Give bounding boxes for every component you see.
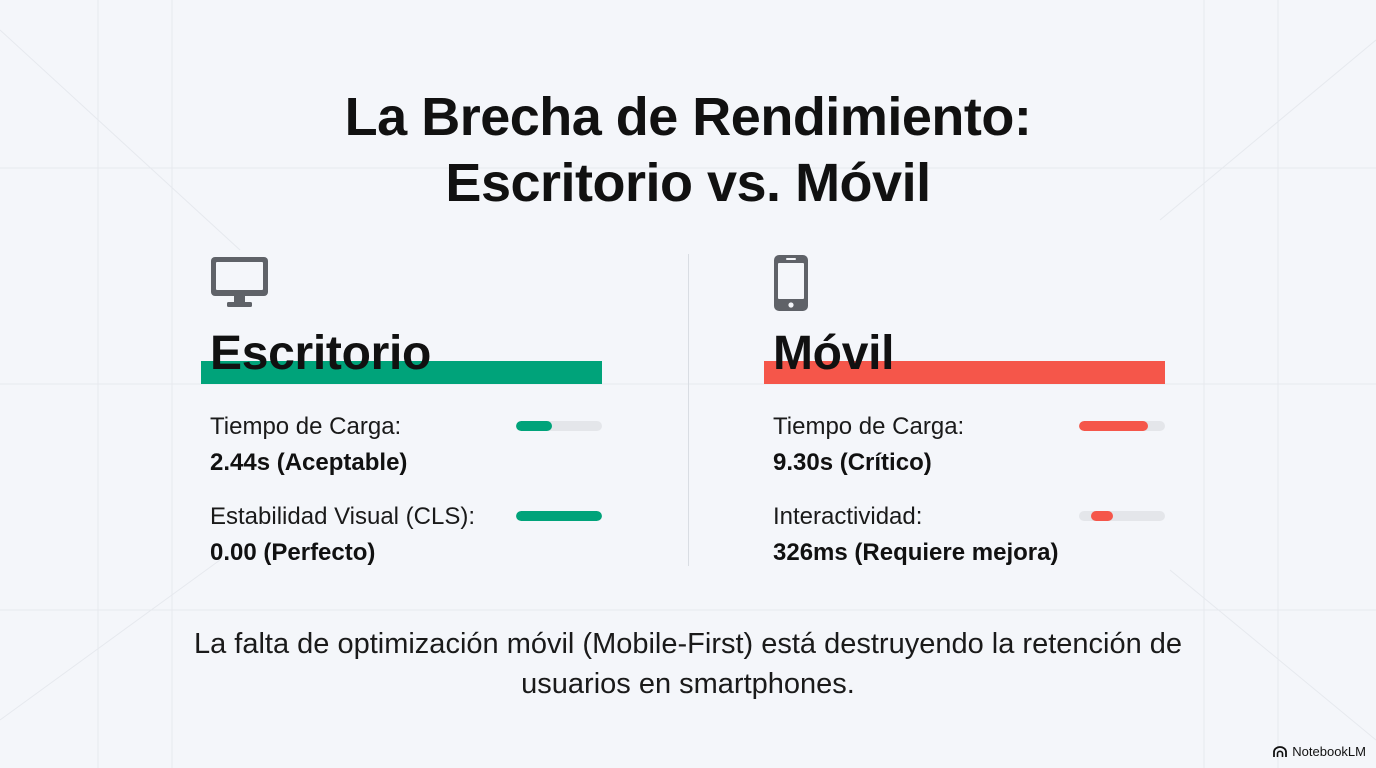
desktop-heading: Escritorio — [210, 327, 432, 380]
desktop-cls-label: Estabilidad Visual (CLS): — [210, 503, 476, 530]
desktop-cls-meter-fill — [516, 511, 602, 521]
mobile-interactivity-meter — [1079, 511, 1165, 521]
brand-label: NotebookLM — [1292, 744, 1366, 759]
mobile-interactivity-label: Interactividad: — [773, 503, 923, 530]
desktop-cls-meter — [516, 511, 602, 521]
mobile-heading-block: Móvil — [764, 326, 1165, 384]
desktop-load-time-value: 2.44s (Aceptable) — [210, 449, 408, 476]
mobile-panel: Móvil Tiempo de Carga: 9.30s (Crítico) I… — [764, 254, 1165, 574]
desktop-panel: Escritorio Tiempo de Carga: 2.44s (Acept… — [201, 254, 602, 574]
mobile-load-time-meter-fill — [1079, 421, 1148, 431]
mobile-interactivity-value: 326ms (Requiere mejora) — [773, 539, 1059, 566]
mobile-heading-bar — [764, 361, 1165, 384]
mobile-load-time-metric: Tiempo de Carga: 9.30s (Crítico) — [773, 412, 1165, 482]
title-line-1: La Brecha de Rendimiento: — [344, 87, 1032, 147]
footer-statement: La falta de optimización móvil (Mobile-F… — [193, 628, 1183, 700]
mobile-load-time-label: Tiempo de Carga: — [773, 413, 965, 440]
desktop-load-time-metric: Tiempo de Carga: 2.44s (Aceptable) — [210, 412, 602, 482]
desktop-heading-block: Escritorio — [201, 326, 602, 384]
slide-title: La Brecha de Rendimiento: Escritorio vs.… — [188, 84, 1188, 216]
notebooklm-logo-icon — [1273, 745, 1288, 757]
desktop-load-time-meter — [516, 421, 602, 431]
mobile-heading: Móvil — [773, 327, 895, 380]
desktop-heading-bar — [201, 361, 602, 384]
mobile-load-time-meter — [1079, 421, 1165, 431]
mobile-interactivity-meter-fill — [1091, 511, 1114, 521]
mobile-load-time-value: 9.30s (Crítico) — [773, 449, 932, 476]
column-divider — [688, 254, 689, 566]
desktop-load-time-label: Tiempo de Carga: — [210, 413, 402, 440]
notebooklm-brand: NotebookLM — [1273, 744, 1366, 759]
desktop-load-time-meter-fill — [516, 421, 553, 431]
mobile-interactivity-metric: Interactividad: 326ms (Requiere mejora) — [773, 502, 1165, 572]
title-line-2: Escritorio vs. Móvil — [445, 153, 931, 213]
desktop-cls-metric: Estabilidad Visual (CLS): 0.00 (Perfecto… — [210, 502, 602, 572]
desktop-cls-value: 0.00 (Perfecto) — [210, 539, 376, 566]
smartphone-icon — [774, 255, 808, 311]
desktop-monitor-icon — [211, 257, 268, 307]
